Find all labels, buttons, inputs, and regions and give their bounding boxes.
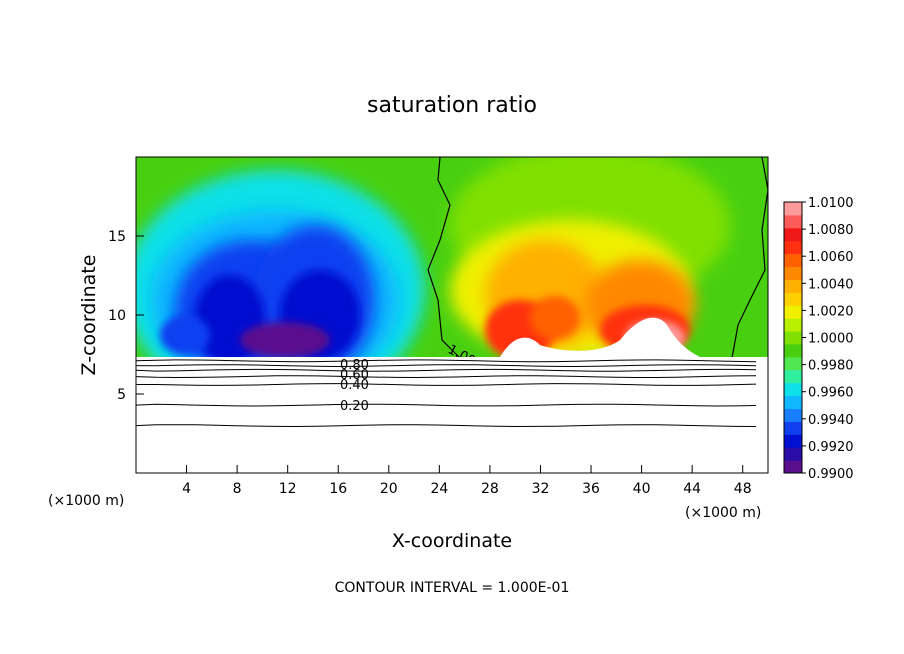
colorbar-label-6: 0.9980	[808, 359, 854, 374]
colorbar-swatch-12	[784, 305, 802, 319]
contour-line-2	[136, 383, 757, 386]
contour-interval-note: CONTOUR INTERVAL = 1.000E-01	[335, 580, 570, 596]
y-tick-label-10: 10	[108, 308, 126, 324]
y-tick-label-5: 5	[117, 387, 126, 403]
x-unit-left: (×1000 m)	[48, 493, 124, 509]
x-tick-label-24: 24	[430, 481, 448, 497]
x-tick-label-32: 32	[532, 481, 550, 497]
colorbar-swatch-1	[784, 447, 802, 461]
y-axis-ticks: 5 10 15	[108, 229, 144, 403]
x-axis-ticks: 4 8 12 16 20 24 28 32 36 40 44 48	[182, 465, 752, 497]
x-tick-label-4: 4	[182, 481, 191, 497]
colorbar-label-0: 1.0100	[808, 196, 854, 211]
colorbar-swatch-9	[784, 343, 802, 358]
colorbar-swatch-19	[784, 214, 802, 229]
colorbar: 1.0100 1.0080 1.0060 1.0040 1.0020 1.0000 0.99…	[783, 196, 854, 482]
colorbar-swatch-4	[784, 408, 802, 422]
colorbar-swatch-10	[784, 331, 802, 345]
supersaturated-region	[450, 157, 730, 357]
colorbar-swatch-18	[784, 227, 802, 242]
contour-line-0	[135, 424, 757, 428]
plot-area: 1.00 0.80 0.60 0.40 0.20 4 8 12 16 20 24 28 32 3…	[108, 156, 769, 497]
colorbar-swatch-2	[784, 434, 802, 448]
colorbar-label-9: 0.9920	[808, 440, 854, 455]
colorbar-swatch-11	[784, 318, 802, 332]
x-tick-label-44: 44	[683, 481, 701, 497]
colorbar-swatch-20	[784, 202, 802, 216]
colorbar-swatch-6	[784, 382, 802, 397]
cloud-region	[500, 317, 700, 357]
lower-region	[136, 357, 768, 473]
colorbar-swatch-14	[784, 279, 802, 293]
colorbar-label-7: 0.9960	[808, 386, 854, 401]
x-axis-label: X-coordinate	[392, 530, 512, 552]
contour-line-3	[135, 375, 757, 379]
y-axis-label: Z-coordinate	[78, 255, 100, 376]
contour-line-4	[135, 368, 757, 372]
subsaturated-region	[136, 170, 425, 357]
colorbar-label-10: 0.9900	[808, 467, 854, 482]
x-tick-label-36: 36	[582, 481, 600, 497]
colorbar-label-1: 1.0080	[808, 223, 854, 238]
colorbar-swatch-0	[784, 460, 802, 474]
colorbar-label-2: 1.0060	[808, 250, 854, 265]
contour-line-1	[135, 403, 757, 407]
colorbar-label-5: 1.0000	[808, 332, 854, 347]
x-tick-label-20: 20	[380, 481, 398, 497]
contour-label-0.80: 0.80	[340, 358, 369, 373]
colorbar-swatch-15	[784, 266, 802, 280]
contour-lines	[135, 359, 757, 428]
x-unit-right: (×1000 m)	[685, 505, 761, 521]
x-tick-label-28: 28	[481, 481, 499, 497]
contour-line-5	[135, 364, 757, 368]
colorbar-label-3: 1.0040	[808, 277, 854, 292]
colorbar-swatch-3	[784, 421, 802, 435]
colorbar-label-8: 0.9940	[808, 413, 854, 428]
x-tick-label-48: 48	[734, 481, 752, 497]
x-tick-label-12: 12	[279, 481, 297, 497]
chart-title: saturation ratio	[367, 93, 537, 118]
contour-line-1.00	[427, 156, 461, 359]
x-tick-label-8: 8	[233, 481, 242, 497]
x-tick-label-16: 16	[329, 481, 347, 497]
contour-label-0.20: 0.20	[340, 399, 369, 414]
colorbar-swatch-7	[784, 369, 802, 384]
contour-label-0.40: 0.40	[340, 378, 369, 393]
colorbar-swatch-5	[784, 395, 802, 409]
colorbar-swatch-8	[784, 356, 802, 371]
colorbar-label-4: 1.0020	[808, 304, 854, 319]
contour-label-0.60: 0.60	[340, 368, 369, 383]
contour-line-6	[135, 359, 757, 363]
x-tick-label-40: 40	[633, 481, 651, 497]
y-tick-label-15: 15	[108, 229, 126, 245]
colorbar-swatch-16	[784, 253, 802, 268]
colorbar-swatch-17	[784, 240, 802, 255]
colorbar-swatch-13	[784, 292, 802, 306]
